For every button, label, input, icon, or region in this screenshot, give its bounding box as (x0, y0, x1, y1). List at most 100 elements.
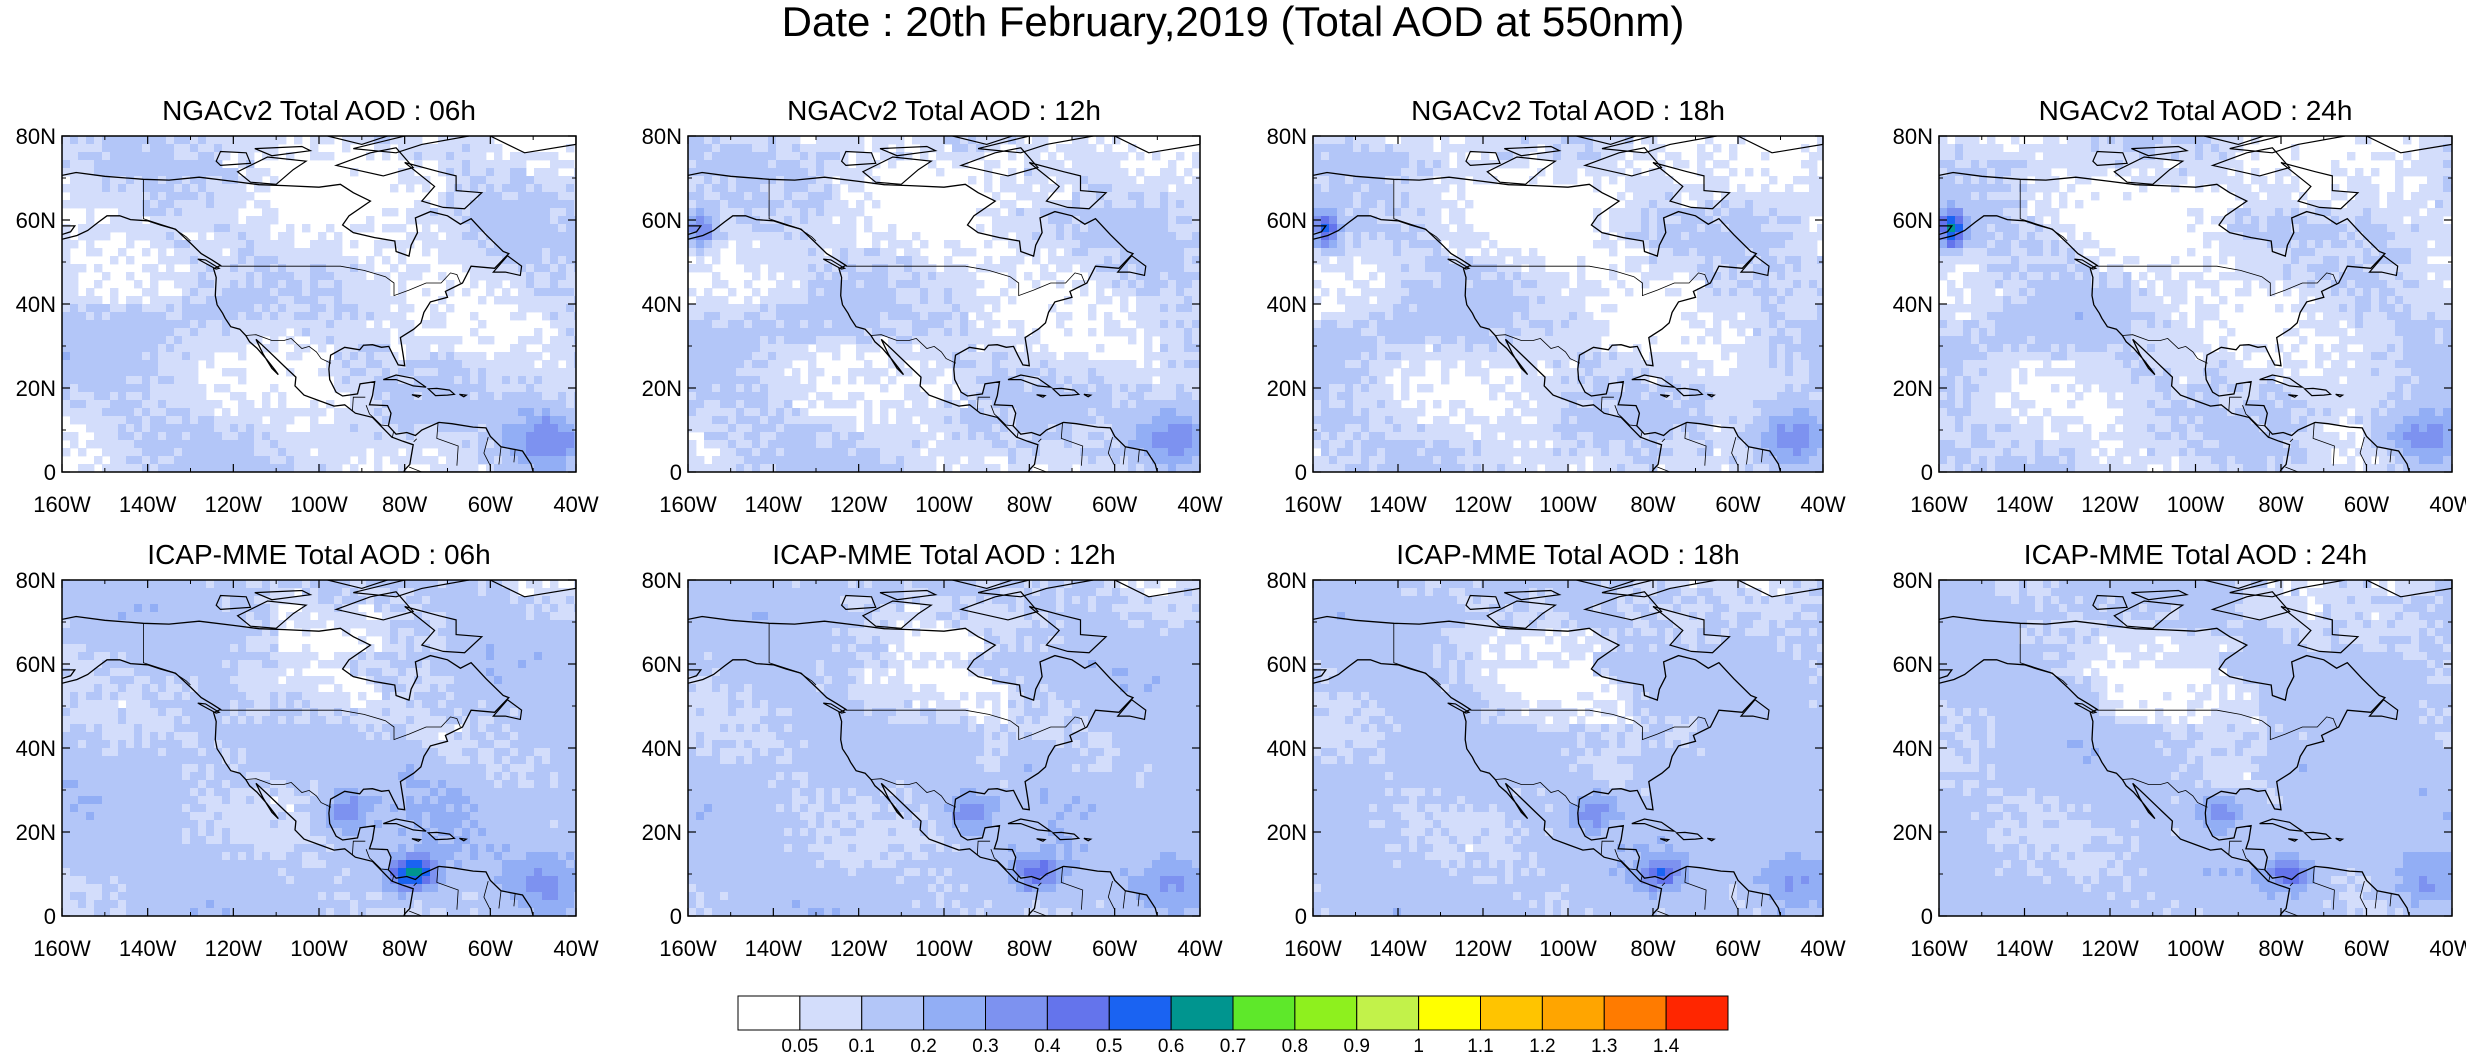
country-border (870, 334, 957, 364)
country-border (1122, 446, 1126, 465)
country-border (513, 892, 516, 907)
lon-tick-label: 140W (745, 492, 803, 517)
lat-tick-label: 80N (642, 124, 682, 149)
country-border (1657, 910, 1671, 916)
colorbar-label: 0.8 (1282, 1036, 1308, 1056)
island-coastline (404, 161, 484, 210)
lat-tick-label: 60N (16, 208, 56, 233)
country-border (2359, 436, 2367, 466)
island-coastline (383, 374, 427, 388)
colorbar-swatch (1108, 995, 1172, 1031)
island-coastline (1707, 393, 1716, 398)
lon-tick-label: 60W (1092, 936, 1137, 961)
colorbar-label: 0.9 (1344, 1036, 1370, 1056)
coastline (62, 615, 534, 916)
coastline (1313, 171, 1782, 472)
colorbar-label: 0.05 (781, 1036, 818, 1056)
country-border (408, 466, 423, 472)
panel-title: NGACv2 Total AOD : 12h (787, 95, 1101, 126)
colorbar-swatch (1480, 995, 1543, 1031)
lat-tick-label: 20N (1267, 820, 1307, 845)
colorbar-label: 0.1 (849, 1036, 875, 1056)
country-border (2097, 709, 2337, 741)
island-coastline (1504, 589, 1562, 601)
island-coastline (1739, 254, 1770, 277)
colorbar-swatch (1603, 995, 1667, 1031)
island-coastline (426, 831, 456, 841)
country-border (2122, 334, 2208, 364)
aod-field (1313, 580, 1823, 916)
colorbar-swatch (1418, 995, 1481, 1031)
lon-tick-label: 100W (290, 492, 348, 517)
lat-tick-label: 0 (670, 904, 682, 929)
island-coastline (491, 698, 523, 721)
island-coastline (840, 150, 877, 167)
colorbar-label: 0.2 (910, 1036, 936, 1056)
lon-tick-label: 40W (553, 492, 598, 517)
panel-title: NGACv2 Total AOD : 24h (2039, 95, 2353, 126)
country-border (2285, 910, 2300, 916)
country-border (768, 179, 817, 242)
island-coastline (952, 136, 1015, 146)
island-coastline (236, 156, 308, 185)
island-coastline (2365, 136, 2452, 154)
lon-tick-label: 80W (1007, 936, 1052, 961)
country-border (483, 880, 491, 910)
lon-tick-label: 160W (659, 492, 717, 517)
panel-title: ICAP-MME Total AOD : 18h (1396, 539, 1739, 570)
map-panel-6 (688, 580, 1200, 916)
lon-tick-label: 60W (1715, 936, 1760, 961)
island-coastline (1601, 580, 1717, 598)
colorbar-label: 1.1 (1467, 1036, 1493, 1056)
country-border (1661, 882, 1666, 887)
country-border (1684, 421, 1707, 466)
island-coastline (2259, 374, 2305, 389)
island-coastline (1576, 580, 1638, 590)
lat-tick-label: 0 (1295, 460, 1307, 485)
figure-title: Date : 20th February,2019 (Total AOD at … (781, 0, 1685, 45)
country-border (1731, 436, 1739, 466)
lon-tick-label: 80W (1007, 492, 1052, 517)
country-border (352, 840, 366, 856)
country-border (990, 849, 1014, 871)
island-coastline (333, 591, 415, 621)
island-coastline (879, 145, 938, 157)
island-coastline (353, 136, 470, 154)
island-coastline (1465, 594, 1501, 611)
country-border (483, 436, 491, 466)
map-panel-2 (688, 136, 1200, 472)
island-coastline (2229, 580, 2346, 598)
colorbar-swatch (1232, 995, 1296, 1031)
map-panel-1 (62, 136, 576, 472)
island-coastline (1707, 837, 1716, 842)
island-coastline (327, 136, 390, 146)
lon-tick-label: 80W (1630, 492, 1675, 517)
lon-tick-label: 100W (2167, 492, 2225, 517)
lon-tick-label: 160W (659, 936, 717, 961)
colorbar-label: 1.3 (1591, 1036, 1617, 1056)
lat-tick-label: 0 (1921, 904, 1933, 929)
colorbar-label: 0.6 (1158, 1036, 1184, 1056)
country-border (1495, 778, 1581, 808)
lat-tick-label: 60N (1893, 208, 1933, 233)
island-coastline (1659, 838, 1671, 842)
island-coastline (1007, 374, 1053, 389)
country-border (2097, 265, 2337, 297)
colorbar-label: 0.7 (1220, 1036, 1246, 1056)
country-border (1761, 448, 1764, 463)
lat-tick-label: 80N (642, 568, 682, 593)
island-coastline (2092, 594, 2128, 611)
island-coastline (2203, 136, 2266, 146)
island-coastline (459, 393, 468, 398)
country-border (2289, 438, 2294, 443)
island-coastline (2131, 145, 2189, 157)
country-border (365, 849, 389, 871)
island-coastline (1113, 580, 1200, 598)
island-coastline (2303, 831, 2332, 841)
island-coastline (1674, 831, 1704, 841)
country-border (143, 623, 191, 686)
island-coastline (1652, 161, 1731, 210)
island-coastline (958, 591, 1039, 621)
colorbar-label: 0.3 (972, 1036, 998, 1056)
country-border (498, 446, 502, 465)
